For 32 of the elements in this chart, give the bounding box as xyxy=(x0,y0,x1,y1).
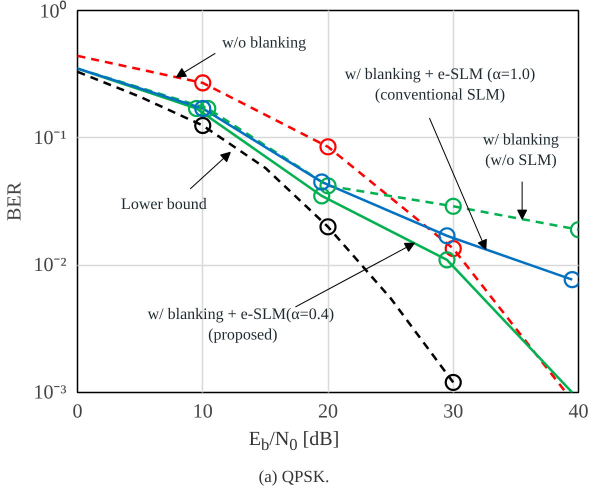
point xyxy=(194,100,212,118)
point xyxy=(319,138,337,156)
point xyxy=(438,227,456,244)
point xyxy=(444,240,462,258)
point xyxy=(188,100,206,118)
annotation: w/o blanking xyxy=(222,34,306,52)
point xyxy=(438,251,456,268)
y-tick-label: 10⁰ xyxy=(40,0,66,22)
y-tick-label: 10⁻² xyxy=(34,254,67,276)
x-axis-title: E$_{b}$/N$_{0}$ [dB] xyxy=(248,427,340,456)
x-tick-label: 10 xyxy=(192,400,213,422)
annotation: Lower bound xyxy=(121,196,207,213)
point xyxy=(194,74,212,92)
point xyxy=(313,187,330,204)
point xyxy=(319,177,337,194)
annotation: w/ blanking + e-SLM(α=0.4) (proposed) xyxy=(148,306,334,344)
x-tick-label: 30 xyxy=(443,400,464,422)
annotation: w/ blanking + e-SLM (α=1.0) (conventional SLM) xyxy=(344,66,536,104)
point xyxy=(319,218,337,236)
x-tick-label: 0 xyxy=(72,400,82,422)
point xyxy=(313,173,330,191)
y-tick-label: 10⁻¹ xyxy=(34,126,67,149)
annotation: w/ blanking (w/o SLM) xyxy=(482,131,559,169)
point xyxy=(444,198,462,215)
text: (a) QPSK. xyxy=(258,466,330,488)
y-tick-label: 10⁻³ xyxy=(34,382,67,404)
x-tick-label: 20 xyxy=(318,400,338,422)
x-tick-label: 40 xyxy=(568,400,588,422)
point xyxy=(199,100,216,118)
point xyxy=(194,116,212,134)
point xyxy=(444,374,462,392)
y-axis-title: BER xyxy=(4,181,26,221)
